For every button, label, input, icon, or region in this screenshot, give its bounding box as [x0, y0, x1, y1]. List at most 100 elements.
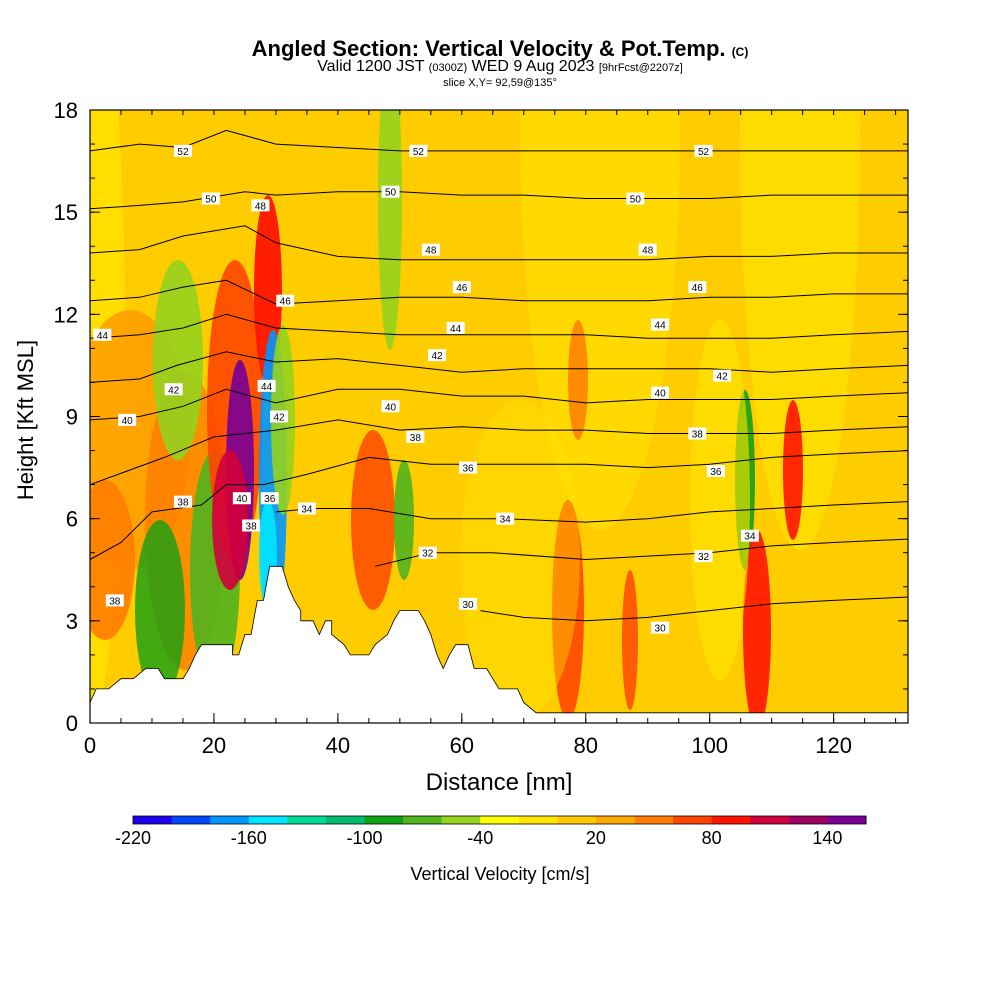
svg-text:52: 52: [698, 147, 710, 158]
colorbar-swatch: [711, 816, 751, 824]
isentrope-label-36: 36: [260, 492, 279, 505]
x-tick-label: 120: [815, 733, 852, 758]
x-tick-label: 40: [326, 733, 350, 758]
isentrope-label-32: 32: [694, 550, 713, 563]
colorbar-swatch: [750, 816, 790, 824]
isentrope-labels: 52 52 52 50 50 50 48 48 48 46 46 46 44 44 44 44 42 42 42 42…: [93, 144, 759, 635]
isentrope-label-50: 50: [201, 192, 220, 206]
velocity-cell-21: [622, 570, 638, 710]
svg-text:40: 40: [122, 416, 134, 427]
isentrope-40: [90, 388, 908, 421]
valid-date: WED 9 Aug 2023: [471, 58, 595, 75]
colorbar-swatch: [441, 816, 481, 824]
isentrope-32: [374, 538, 908, 567]
velocity-cell-20: [568, 320, 588, 440]
y-tick-label: 12: [54, 302, 78, 327]
chart-title: Angled Section: Vertical Velocity & Pot.…: [0, 36, 1000, 62]
isentrope-label-52: 52: [694, 144, 713, 158]
svg-text:44: 44: [450, 324, 462, 335]
colorbar-label: Vertical Velocity [cm/s]: [410, 864, 589, 884]
svg-text:48: 48: [425, 246, 437, 257]
svg-text:44: 44: [261, 382, 273, 393]
svg-text:46: 46: [692, 283, 704, 294]
colorbar-frame: [132, 815, 867, 825]
velocity-cell-25: [690, 320, 750, 680]
svg-text:44: 44: [97, 331, 109, 342]
colorbar-swatch: [133, 816, 173, 824]
velocity-cell-1: [740, 110, 860, 550]
isentrope-label-30: 30: [651, 621, 670, 635]
isentrope-label-40: 40: [651, 386, 670, 400]
x-tick-label: 60: [450, 733, 474, 758]
svg-text:38: 38: [410, 433, 422, 444]
isentrope-label-38: 38: [242, 519, 261, 532]
isentrope-38: [90, 419, 908, 486]
colorbar-tick-label: 80: [702, 828, 722, 848]
velocity-shading: [90, 110, 860, 723]
valid-utc: (0300Z): [428, 62, 468, 74]
chart-subtitle: Valid 1200 JST (0300Z) WED 9 Aug 2023 [9…: [0, 59, 1000, 76]
svg-text:34: 34: [744, 532, 756, 543]
svg-text:38: 38: [177, 498, 189, 509]
y-tick-label: 3: [66, 609, 78, 634]
svg-text:36: 36: [462, 464, 474, 475]
plot-area: 52 52 52 50 50 50 48 48 48 46 46 46 44 44 44 44 42 42 42 42…: [90, 110, 908, 723]
isentrope-label-34: 34: [297, 502, 316, 515]
svg-text:48: 48: [642, 246, 654, 257]
isentrope-46: [90, 279, 908, 305]
colorbar-tick-label: -220: [115, 828, 151, 848]
velocity-cell-16: [378, 110, 402, 350]
colorbar-swatch: [171, 816, 211, 824]
isentrope-label-50: 50: [381, 185, 400, 199]
colorbar-swatch: [827, 816, 867, 824]
isentrope-label-36: 36: [706, 464, 725, 478]
velocity-cell-4: [90, 480, 135, 640]
forecast-tag: [9hrFcst@2207z]: [598, 62, 683, 74]
velocity-cell-6: [135, 520, 185, 700]
y-tick-label: 6: [66, 507, 78, 532]
svg-text:36: 36: [264, 494, 276, 505]
colorbar-swatch: [210, 816, 250, 824]
svg-text:36: 36: [710, 467, 722, 478]
isentrope-label-38: 38: [406, 430, 425, 444]
colorbar-swatch: [673, 816, 713, 824]
isentrope-label-40: 40: [118, 413, 137, 427]
colorbar-swatch: [788, 816, 828, 824]
colorbar-tick-label: 140: [812, 828, 842, 848]
isentrope-label-48: 48: [421, 243, 440, 257]
svg-text:42: 42: [168, 385, 180, 396]
y-tick-label: 15: [54, 200, 78, 225]
svg-text:50: 50: [630, 195, 642, 206]
colorbar-tick-label: 20: [586, 828, 606, 848]
velocity-cell-17: [351, 430, 395, 610]
y-tick-label: 0: [66, 711, 78, 736]
isentrope-label-52: 52: [173, 144, 192, 158]
colorbar-swatch: [287, 816, 327, 824]
svg-text:40: 40: [385, 402, 397, 413]
isentrope-34: [275, 501, 908, 523]
svg-text:52: 52: [413, 147, 425, 158]
colorbar-tick-label: -160: [231, 828, 267, 848]
colorbar-swatch: [595, 816, 635, 824]
svg-text:48: 48: [255, 201, 267, 212]
isentrope-44: [90, 313, 908, 339]
isentrope-label-46: 46: [452, 281, 471, 294]
isentrope-label-44: 44: [257, 379, 276, 393]
isentrope-label-50: 50: [626, 192, 645, 206]
svg-text:42: 42: [273, 413, 285, 424]
svg-text:50: 50: [205, 195, 217, 206]
colorbar-tick-label: -40: [467, 828, 493, 848]
svg-text:30: 30: [655, 624, 667, 635]
x-tick-label: 0: [84, 733, 96, 758]
velocity-cell-24: [783, 400, 803, 540]
colorbar: -220 -160 -100 -40 20 80 140: [115, 815, 867, 848]
title-tag: (C): [731, 45, 749, 59]
isentrope-label-42: 42: [164, 383, 183, 396]
isentrope-label-42: 42: [713, 369, 732, 383]
svg-text:46: 46: [280, 297, 292, 308]
isentrope-label-36: 36: [459, 461, 478, 475]
svg-text:30: 30: [462, 600, 474, 611]
isentrope-label-40: 40: [232, 492, 251, 505]
terrain: [90, 565, 908, 723]
isentrope-label-44: 44: [651, 318, 670, 332]
